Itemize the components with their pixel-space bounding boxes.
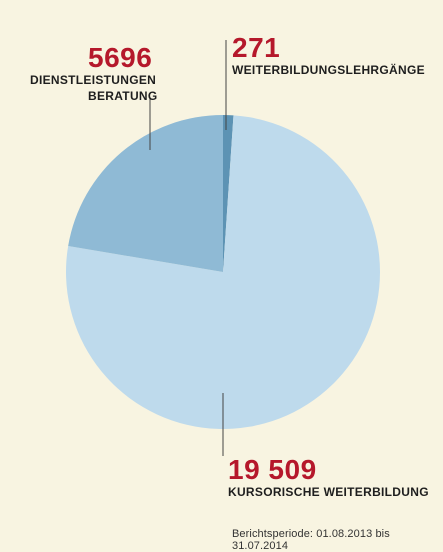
category-dienstleistungen-line2: Beratung <box>88 89 158 103</box>
value-weiterbildungslehrgaenge: 271 <box>232 32 281 63</box>
category-kursorische-weiterbildung: Kursorische Weiterbildung <box>228 485 429 499</box>
reporting-period: Berichtsperiode: 01.08.2013 bis 31.07.20… <box>232 528 390 552</box>
pie-slices <box>66 115 381 429</box>
slice-weiterbildungslehrgaenge <box>223 115 234 272</box>
slice-dienstleistungen <box>68 115 223 272</box>
category-weiterbildungslehrgaenge: Weiterbildungslehrgänge <box>232 63 425 77</box>
value-dienstleistungen: 5696 <box>88 42 153 73</box>
category-dienstleistungen-line1: Dienstleistungen <box>30 73 157 87</box>
label-dienstleistungen: 5696 Dienstleistungen Beratung <box>30 44 158 104</box>
value-kursorische-weiterbildung: 19 509 <box>228 454 317 485</box>
label-kursorische-weiterbildung: 19 509 Kursorische Weiterbildung <box>228 456 429 500</box>
slice-kursorische-weiterbildung <box>66 115 381 429</box>
label-weiterbildungslehrgaenge: 271 Weiterbildungslehrgänge <box>232 34 425 78</box>
leader-lines <box>149 40 227 456</box>
